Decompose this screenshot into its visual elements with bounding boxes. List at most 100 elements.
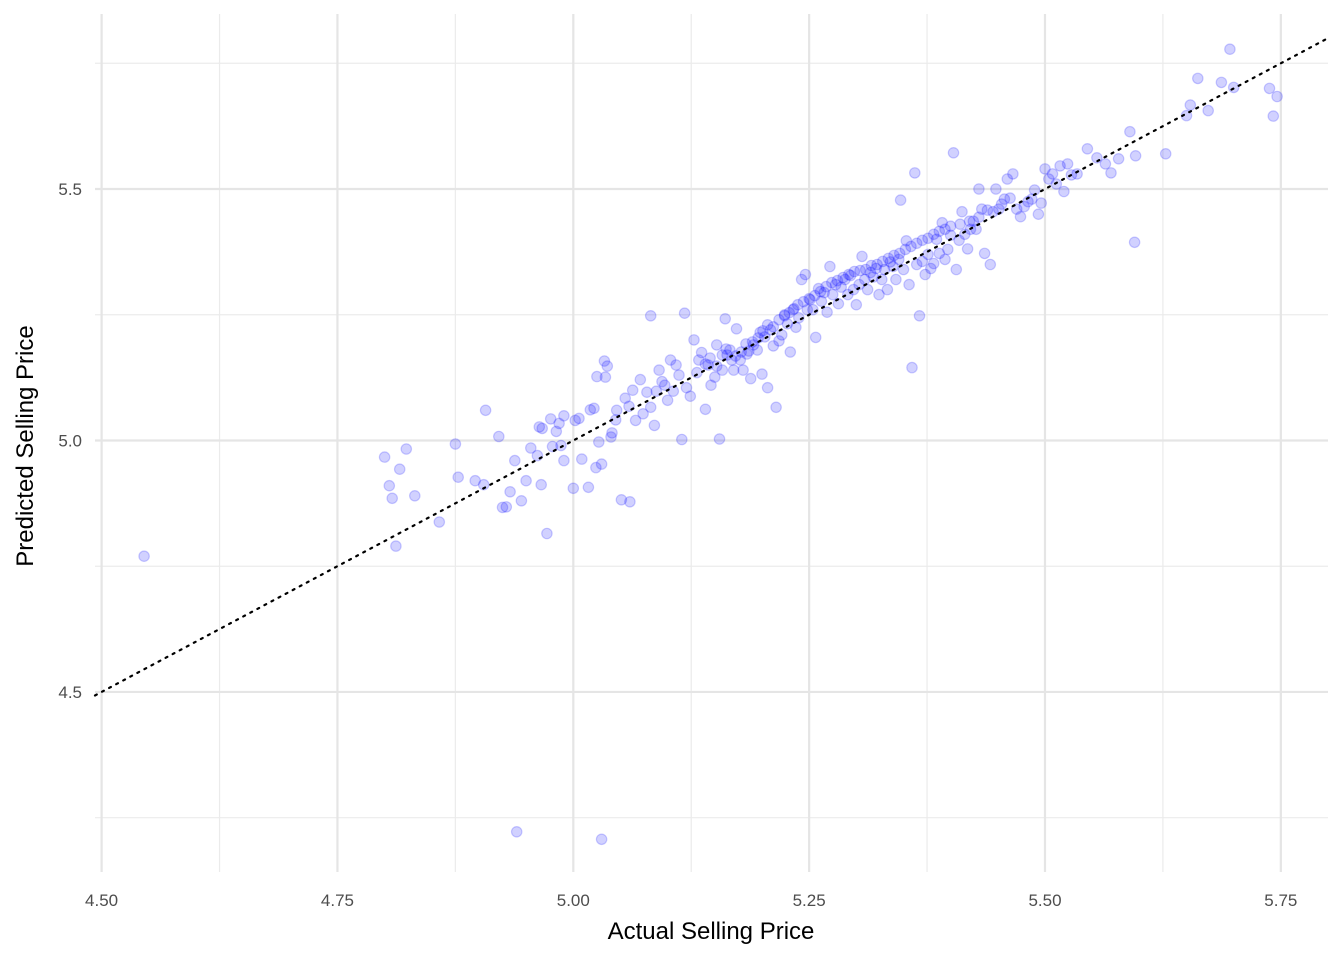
data-point [961, 243, 974, 255]
data-point [941, 243, 954, 256]
data-point [751, 344, 764, 356]
data-point [913, 309, 926, 322]
data-point [610, 404, 623, 417]
data-point [615, 493, 628, 506]
data-point [978, 247, 991, 260]
data-point [704, 352, 716, 364]
data-point [592, 436, 605, 448]
data-point [873, 288, 885, 301]
data-point [916, 234, 929, 247]
data-point [1014, 210, 1027, 223]
data-point [950, 263, 963, 276]
data-point [1039, 163, 1051, 175]
data-point [680, 381, 693, 394]
data-point [850, 298, 863, 311]
data-point [1159, 148, 1172, 160]
data-point [821, 306, 833, 318]
data-point [1046, 168, 1059, 180]
data-point [699, 358, 712, 370]
data-point [864, 266, 877, 279]
data-point [761, 381, 774, 394]
data-point [591, 370, 603, 383]
data-point [804, 293, 816, 306]
data-point [995, 198, 1008, 210]
data-point [433, 516, 446, 528]
data-point [998, 193, 1011, 205]
data-point [469, 474, 481, 487]
data-point [808, 289, 821, 302]
data-point [761, 318, 774, 331]
data-point [967, 215, 980, 227]
data-point [383, 479, 396, 492]
data-point [386, 492, 398, 505]
data-point [773, 313, 785, 326]
data-point [939, 223, 951, 236]
data-point [624, 495, 636, 508]
data-point [1032, 208, 1045, 220]
data-point [606, 427, 618, 439]
data-point [515, 494, 528, 507]
major-gridlines [95, 14, 1328, 872]
data-point [764, 323, 777, 336]
data-point [927, 257, 940, 270]
data-point [814, 285, 827, 298]
data-point [812, 282, 825, 295]
data-point [984, 258, 997, 271]
data-point [720, 343, 732, 355]
data-point [1058, 185, 1070, 198]
data-point [684, 390, 697, 402]
data-point [641, 386, 653, 398]
data-point [524, 442, 537, 454]
y-tick-label: 4.5 [58, 683, 82, 702]
data-point [973, 183, 985, 195]
data-point [605, 431, 617, 443]
data-point [773, 335, 785, 347]
data-point [1224, 43, 1236, 55]
data-point [1129, 150, 1142, 162]
data-point [936, 216, 948, 229]
data-point [1263, 82, 1276, 95]
x-tick-label: 5.25 [793, 891, 826, 910]
data-point [781, 317, 794, 330]
data-point [775, 329, 788, 341]
data-point [903, 278, 915, 291]
data-point [783, 306, 796, 319]
data-point [644, 401, 657, 414]
data-point [910, 237, 923, 250]
data-point [894, 194, 907, 206]
data-point [820, 280, 832, 293]
data-point [919, 268, 931, 281]
data-point [1022, 195, 1034, 208]
data-point [803, 292, 815, 305]
data-point [837, 271, 849, 284]
data-point [829, 278, 842, 291]
data-point [1071, 168, 1083, 180]
data-point [626, 384, 639, 396]
data-point [906, 361, 918, 374]
data-point [730, 322, 743, 335]
data-point [884, 256, 897, 268]
data-point [767, 340, 780, 352]
data-point [573, 412, 585, 425]
data-point [737, 364, 749, 376]
data-point [815, 295, 828, 307]
data-point [741, 348, 753, 360]
data-point [916, 255, 929, 268]
data-point [390, 540, 402, 552]
data-point [908, 167, 921, 179]
data-point [719, 312, 731, 325]
data-point [795, 273, 808, 286]
data-point [648, 419, 661, 432]
data-point [699, 403, 712, 416]
data-point [138, 550, 150, 562]
y-axis-tick-labels: 4.5 5.0 5.5 [58, 180, 82, 702]
data-point [1105, 167, 1117, 179]
data-point [510, 825, 523, 838]
data-point [924, 262, 937, 275]
data-point [734, 354, 747, 366]
data-point [856, 250, 868, 263]
data-point [1184, 99, 1197, 111]
data-point [791, 298, 804, 311]
data-point [778, 308, 791, 321]
